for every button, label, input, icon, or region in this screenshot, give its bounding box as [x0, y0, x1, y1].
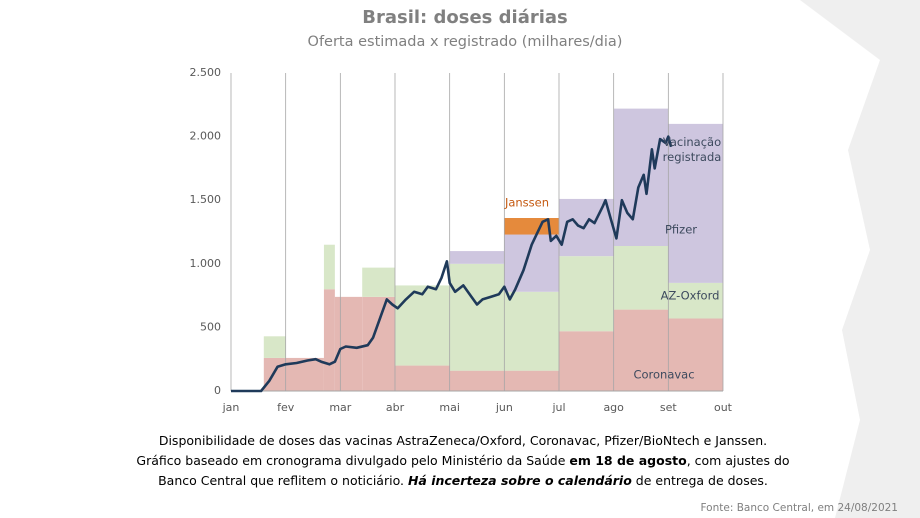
area-segment — [504, 291, 559, 371]
area-segment — [395, 285, 450, 366]
caption-run: Banco Central que reflitem o noticiário. — [158, 473, 408, 488]
x-tick-label: jul — [551, 401, 565, 414]
area-segment — [668, 123, 723, 283]
caption-run: Disponibilidade de doses das vacinas Ast… — [159, 433, 767, 448]
area-segment — [362, 267, 395, 297]
area-segment — [613, 245, 669, 310]
area-segment — [559, 256, 614, 332]
line-series — [231, 135, 673, 393]
area-segment — [559, 331, 614, 391]
caption-run: em 18 de agosto — [569, 453, 687, 468]
x-tick-label: abr — [386, 401, 405, 414]
series-label: AZ-Oxford — [661, 289, 720, 303]
y-tick-label: 500 — [200, 320, 221, 333]
caption-run: de entrega de doses. — [632, 473, 768, 488]
caption-line: Disponibilidade de doses das vacinas Ast… — [159, 433, 767, 448]
area-segment — [263, 336, 286, 358]
series-label: Pfizer — [665, 223, 697, 237]
x-tick-label: ago — [603, 401, 624, 414]
area-segment — [613, 309, 669, 391]
y-tick-label: 1.500 — [190, 193, 222, 206]
decoration — [800, 0, 920, 518]
series-label: Coronavac — [633, 368, 694, 382]
caption-run: Gráfico baseado em cronograma divulgado … — [136, 453, 569, 468]
x-tick-label: set — [660, 401, 677, 414]
area-segment — [449, 251, 505, 264]
area-segment — [263, 357, 286, 391]
area-segment — [395, 365, 450, 391]
y-tick-label: 0 — [214, 384, 221, 397]
line-label-part: Vacinação — [663, 135, 721, 149]
caption-run: Há incerteza sobre o calendário — [408, 473, 632, 488]
caption-run: , com ajustes do — [687, 453, 790, 468]
chart-title: Brasil: doses diárias — [362, 7, 568, 28]
y-tick-label: 2.000 — [190, 130, 222, 143]
x-tick-label: fev — [277, 401, 295, 414]
area-segment — [668, 318, 723, 391]
x-tick-label: mai — [439, 401, 460, 414]
y-tick-label: 2.500 — [190, 66, 222, 79]
chart-subtitle: Oferta estimada x registrado (milhares/d… — [308, 34, 623, 50]
area-segment — [613, 108, 669, 246]
x-tick-label: mar — [329, 401, 351, 414]
area-segment — [504, 218, 559, 235]
line-label-part: registrada — [663, 150, 722, 164]
x-tick-label: out — [714, 401, 733, 414]
area-segment — [668, 282, 723, 319]
x-tick-label: jun — [495, 401, 513, 414]
caption-line: Gráfico baseado em cronograma divulgado … — [136, 453, 789, 468]
area-segment — [449, 370, 505, 391]
line-label: Vacinação registrada — [663, 135, 722, 164]
caption-line: Banco Central que reflitem o noticiário.… — [158, 473, 768, 488]
source: Fonte: Banco Central, em 24/08/2021 — [701, 502, 898, 514]
y-tick-label: 1.000 — [190, 257, 222, 270]
x-tick-label: jan — [222, 401, 240, 414]
area-segment — [323, 289, 335, 391]
area-segment — [559, 198, 614, 257]
area-segment — [449, 263, 505, 371]
area-segment — [323, 244, 335, 290]
area-segment — [504, 370, 559, 391]
area-segment — [334, 296, 363, 391]
series-label: Janssen — [504, 196, 549, 210]
